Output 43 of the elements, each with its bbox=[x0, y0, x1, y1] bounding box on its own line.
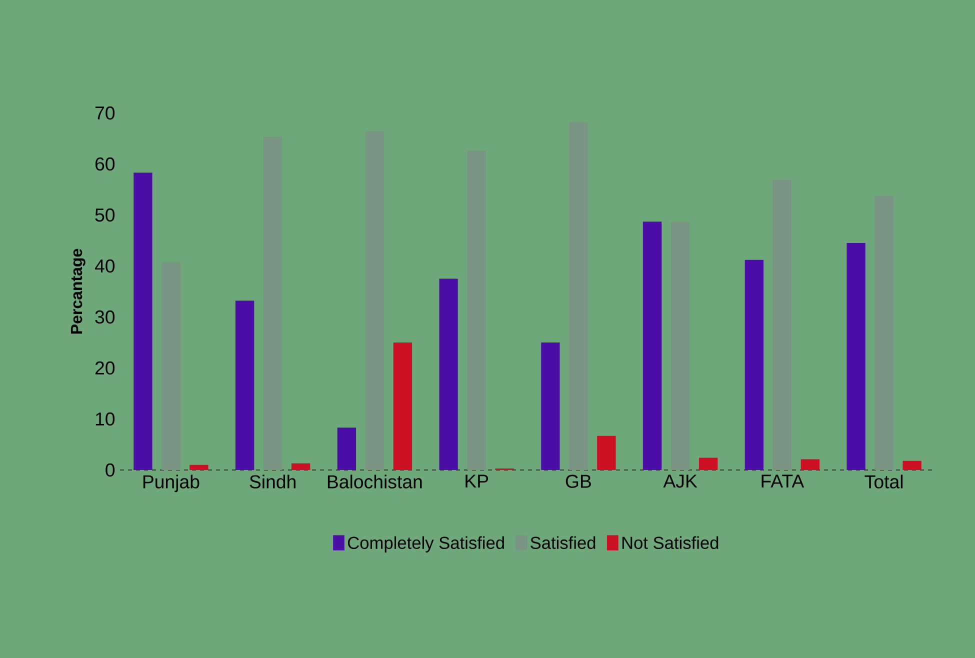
x-tick-label: Total bbox=[864, 474, 903, 488]
bar bbox=[541, 342, 560, 470]
y-tick-label: 10 bbox=[96, 412, 115, 426]
x-tick-label: AJK bbox=[663, 474, 698, 488]
x-tick-label: Balochistan bbox=[328, 474, 422, 488]
legend-label: Satisfied bbox=[530, 536, 596, 550]
x-tick-label: FATA bbox=[762, 474, 804, 488]
y-tick-label: 0 bbox=[106, 463, 115, 477]
legend-label: Completely Satisfied bbox=[348, 536, 504, 552]
bar bbox=[800, 459, 820, 470]
bar bbox=[744, 260, 764, 470]
bar bbox=[597, 436, 616, 470]
bar bbox=[642, 222, 662, 470]
bar bbox=[365, 131, 384, 470]
bar bbox=[846, 243, 866, 470]
bar bbox=[467, 150, 486, 470]
bar bbox=[670, 222, 690, 470]
bar bbox=[134, 172, 152, 470]
bar bbox=[393, 342, 412, 470]
y-tick-label: 70 bbox=[95, 106, 115, 120]
y-tick-label: 40 bbox=[94, 259, 115, 273]
bar bbox=[235, 300, 254, 470]
x-tick-label: Sindh bbox=[250, 474, 296, 488]
bar bbox=[569, 122, 588, 470]
bar bbox=[874, 196, 894, 470]
bar bbox=[698, 458, 718, 470]
y-tick-label: 20 bbox=[95, 361, 115, 375]
y-tick-label: 60 bbox=[95, 157, 115, 171]
x-tick-label: Punjab bbox=[143, 474, 200, 492]
bar bbox=[902, 460, 922, 470]
y-axis-title: Percantage bbox=[70, 248, 86, 334]
legend-label: Not Satisfied bbox=[622, 536, 718, 550]
bar bbox=[263, 136, 282, 470]
bar bbox=[190, 464, 208, 470]
bar bbox=[291, 463, 310, 470]
x-tick-label: KP bbox=[466, 474, 488, 488]
y-tick-label: 50 bbox=[95, 208, 115, 222]
bar bbox=[772, 180, 792, 470]
bar bbox=[439, 278, 458, 470]
bar bbox=[162, 262, 180, 470]
y-tick-label: 30 bbox=[95, 310, 115, 324]
x-tick-label: GB bbox=[566, 474, 591, 488]
bar bbox=[337, 428, 356, 470]
